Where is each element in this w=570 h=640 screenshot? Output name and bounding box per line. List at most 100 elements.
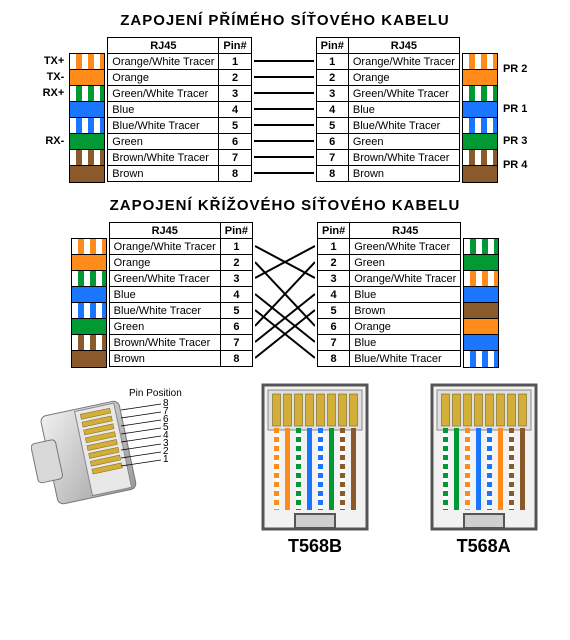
th-pin: Pin# <box>220 223 252 239</box>
wire-label: Blue/White Tracer <box>109 303 220 319</box>
pin-number: 6 <box>220 319 252 335</box>
pin-number: 2 <box>316 70 348 86</box>
wire-swatch <box>464 271 498 287</box>
wire-swatch <box>463 134 497 150</box>
pin-number: 8 <box>318 351 350 367</box>
wire-swatch <box>70 166 104 182</box>
wire-swatch <box>70 102 104 118</box>
wire-swatch <box>70 70 104 86</box>
th-pin: Pin# <box>318 223 350 239</box>
wire-label: Brown/White Tracer <box>348 150 459 166</box>
wire-mapping <box>255 222 315 366</box>
wire-swatch <box>464 319 498 335</box>
signal-label: TX- <box>43 69 68 85</box>
wire-swatch <box>464 335 498 351</box>
jack-t568a: T568A <box>429 382 539 557</box>
pin-number: 4 <box>219 102 251 118</box>
wire-swatch <box>72 271 106 287</box>
wire-mapping <box>254 37 314 181</box>
crossover-diagram: RJ45Pin#Orange/White Tracer1Orange2Green… <box>6 222 564 368</box>
pin-number: 6 <box>219 134 251 150</box>
pin-number: 3 <box>220 271 252 287</box>
wire-swatch <box>72 335 106 351</box>
wire-label: Green/White Tracer <box>348 86 459 102</box>
pin-number: 1 <box>316 54 348 70</box>
title-crossover: ZAPOJENÍ KŘÍŽOVÉHO SÍŤOVÉHO KABELU <box>6 197 564 214</box>
jack-t568b: T568B <box>260 382 370 557</box>
pair-column: PR 2 PR 1 PR 3 PR 4 <box>500 37 527 181</box>
wire-label: Orange <box>348 70 459 86</box>
wire-label: Blue/White Tracer <box>350 351 461 367</box>
pin-position-label: Pin Position <box>129 388 182 399</box>
pin-number: 1 <box>219 54 251 70</box>
pin-number: 4 <box>220 287 252 303</box>
pair-label: PR 3 <box>500 133 527 149</box>
pin-number: 7 <box>316 150 348 166</box>
wire-label: Green/White Tracer <box>109 271 220 287</box>
wire-swatch <box>464 255 498 271</box>
pin-number: 3 <box>316 86 348 102</box>
swatch-column <box>463 222 499 368</box>
wire-label: Blue/White Tracer <box>108 118 219 134</box>
title-straight: ZAPOJENÍ PŘÍMÉHO SÍŤOVÉHO KABELU <box>6 12 564 29</box>
wire-label: Orange/White Tracer <box>348 54 459 70</box>
wire-label: Green/White Tracer <box>108 86 219 102</box>
wire-swatch <box>72 239 106 255</box>
pin-number: 7 <box>220 335 252 351</box>
pinout-table: RJ45Pin#Orange/White Tracer1Orange2Green… <box>109 222 253 367</box>
wire-label: Brown <box>108 166 219 182</box>
wire-label: Blue <box>109 287 220 303</box>
wire-label: Green/White Tracer <box>350 239 461 255</box>
signal-label <box>43 117 68 133</box>
pin-number: 8 <box>219 166 251 182</box>
pin-number: 7 <box>219 150 251 166</box>
pin-number: 7 <box>318 335 350 351</box>
signal-label: RX+ <box>43 85 68 101</box>
wire-swatch <box>463 86 497 102</box>
wire-label: Green <box>108 134 219 150</box>
wire-swatch <box>463 54 497 70</box>
wire-label: Blue <box>348 102 459 118</box>
wire-swatch <box>464 287 498 303</box>
pinout-table: RJ45Pin#Orange/White Tracer1Orange2Green… <box>107 37 251 182</box>
wire-label: Orange/White Tracer <box>108 54 219 70</box>
jack-label-b: T568B <box>260 536 370 557</box>
swatch-column <box>71 222 107 368</box>
connectors-row: Pin Position 8 7 6 5 4 3 2 1 T568B <box>6 382 564 557</box>
swatch-column <box>462 37 498 183</box>
pin-number: 6 <box>318 319 350 335</box>
wire-label: Green <box>109 319 220 335</box>
straight-diagram: TX+TX-RX+RX-RJ45Pin#Orange/White Tracer1… <box>6 37 564 183</box>
wire-swatch <box>72 287 106 303</box>
pair-label: PR 2 <box>500 53 527 85</box>
wire-swatch <box>463 150 497 166</box>
th-pin: Pin# <box>316 38 348 54</box>
jack-label-a: T568A <box>429 536 539 557</box>
wire-swatch <box>70 54 104 70</box>
pin-number: 2 <box>318 255 350 271</box>
pin-number: 1 <box>318 239 350 255</box>
pin-number: 5 <box>318 303 350 319</box>
jack-svg <box>260 382 370 532</box>
wire-label: Blue <box>108 102 219 118</box>
wire-swatch <box>72 351 106 367</box>
wire-label: Orange <box>108 70 219 86</box>
pin-number: 4 <box>316 102 348 118</box>
pin-number: 3 <box>219 86 251 102</box>
wire-label: Brown/White Tracer <box>109 335 220 351</box>
th-pin: Pin# <box>219 38 251 54</box>
wire-swatch <box>464 239 498 255</box>
pin-number: 5 <box>316 118 348 134</box>
pin-number: 8 <box>220 351 252 367</box>
wire-label: Green <box>350 255 461 271</box>
pair-label: PR 4 <box>500 149 527 181</box>
signal-label: TX+ <box>43 53 68 69</box>
wire-label: Orange/White Tracer <box>109 239 220 255</box>
pinout-table: Pin#RJ451Green/White Tracer2Green3Orange… <box>317 222 461 367</box>
pin-number: 5 <box>220 303 252 319</box>
wire-swatch <box>464 303 498 319</box>
wire-swatch <box>463 70 497 86</box>
wire-label: Green <box>348 134 459 150</box>
rj45-svg: Pin Position 8 7 6 5 4 3 2 1 <box>31 382 201 542</box>
wire-label: Brown <box>350 303 461 319</box>
